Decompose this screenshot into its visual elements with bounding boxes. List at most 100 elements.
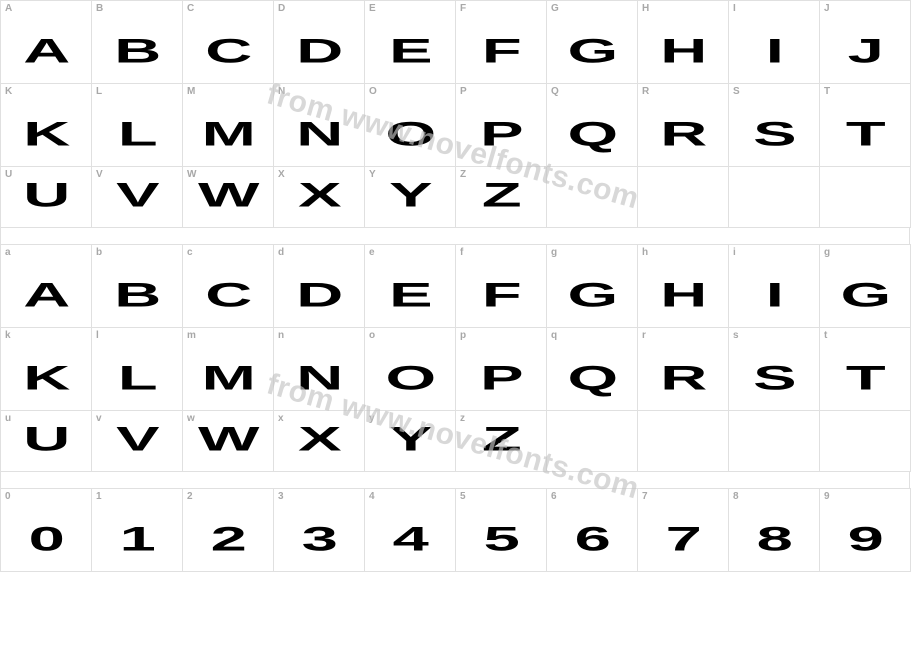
glyph: P (480, 114, 522, 153)
key-label: o (369, 330, 375, 341)
glyph: L (118, 358, 156, 397)
glyph: J (848, 31, 883, 70)
charmap-section-uppercase: AABBCCDDEEFFGGHHIIJJKKLLMMNNOOPPQQRRSSTT… (0, 0, 911, 228)
glyph: N (296, 358, 341, 397)
key-label: P (460, 86, 467, 97)
glyph-cell-q: qQ (547, 328, 638, 411)
key-label: 7 (642, 491, 648, 502)
glyph: I (766, 31, 783, 70)
glyph: 1 (120, 519, 155, 558)
glyph: O (385, 114, 434, 153)
glyph: R (660, 114, 705, 153)
glyph-cell-N: NN (274, 84, 365, 167)
glyph-cell-U: UU (1, 167, 92, 228)
charmap-section-lowercase: aAbBcCdDeEfFgGhHiIgGkKlLmMnNoOpPqQrRsStT… (0, 244, 911, 472)
empty-cell (729, 411, 820, 472)
glyph: K (23, 114, 68, 153)
section-gap (0, 228, 910, 244)
glyph: Y (389, 175, 431, 214)
key-label: H (642, 3, 649, 14)
key-label: 9 (824, 491, 830, 502)
key-label: g (824, 247, 830, 258)
glyph-cell-R: RR (638, 84, 729, 167)
key-label: e (369, 247, 375, 258)
glyph-cell-h: hH (638, 245, 729, 328)
key-label: f (460, 247, 463, 258)
glyph-cell-s: sS (729, 328, 820, 411)
key-label: 0 (5, 491, 11, 502)
glyph: Q (567, 114, 616, 153)
glyph: B (114, 275, 159, 314)
glyph-cell-m: mM (183, 328, 274, 411)
key-label: J (824, 3, 830, 14)
glyph-cell-u: uU (1, 411, 92, 472)
glyph: H (660, 275, 705, 314)
key-label: X (278, 169, 285, 180)
glyph: U (23, 419, 68, 458)
key-label: p (460, 330, 466, 341)
key-label: l (96, 330, 99, 341)
key-label: D (278, 3, 285, 14)
key-label: 4 (369, 491, 375, 502)
glyph-cell-V: VV (92, 167, 183, 228)
glyph-cell-K: KK (1, 84, 92, 167)
glyph: S (753, 358, 795, 397)
key-label: z (460, 413, 465, 424)
key-label: O (369, 86, 377, 97)
key-label: V (96, 169, 103, 180)
glyph-cell-P: PP (456, 84, 547, 167)
key-label: d (278, 247, 284, 258)
empty-cell (820, 167, 911, 228)
empty-cell (638, 411, 729, 472)
glyph-cell-M: MM (183, 84, 274, 167)
glyph-cell-Y: YY (365, 167, 456, 228)
glyph: X (298, 175, 340, 214)
glyph: 2 (211, 519, 246, 558)
key-label: r (642, 330, 646, 341)
key-label: A (5, 3, 12, 14)
key-label: B (96, 3, 103, 14)
glyph: H (660, 31, 705, 70)
glyph: 9 (848, 519, 883, 558)
glyph-cell-2: 22 (183, 489, 274, 572)
glyph-cell-k: kK (1, 328, 92, 411)
glyph-cell-C: CC (183, 1, 274, 84)
glyph-cell-a: aA (1, 245, 92, 328)
glyph-cell-S: SS (729, 84, 820, 167)
glyph: T (846, 358, 884, 397)
glyph-cell-x: xX (274, 411, 365, 472)
glyph-cell-O: OO (365, 84, 456, 167)
empty-cell (547, 167, 638, 228)
key-label: I (733, 3, 736, 14)
glyph-cell-o: oO (365, 328, 456, 411)
glyph: T (846, 114, 884, 153)
glyph: A (23, 31, 68, 70)
glyph-cell-t: tT (820, 328, 911, 411)
key-label: S (733, 86, 740, 97)
glyph: S (753, 114, 795, 153)
glyph: B (114, 31, 159, 70)
charmap-section-digits: 00112233445566778899 (0, 488, 911, 572)
glyph: Y (389, 419, 431, 458)
key-label: v (96, 413, 102, 424)
glyph-cell-B: BB (92, 1, 183, 84)
key-label: 2 (187, 491, 193, 502)
glyph-cell-Z: ZZ (456, 167, 547, 228)
glyph: C (205, 275, 250, 314)
glyph: C (205, 31, 250, 70)
key-label: w (187, 413, 195, 424)
glyph-cell-f: fF (456, 245, 547, 328)
glyph-cell-g: gG (547, 245, 638, 328)
key-label: N (278, 86, 285, 97)
key-label: g (551, 247, 557, 258)
glyph: G (840, 275, 889, 314)
glyph-cell-7: 77 (638, 489, 729, 572)
glyph-cell-H: HH (638, 1, 729, 84)
glyph: E (389, 275, 431, 314)
glyph-cell-1: 11 (92, 489, 183, 572)
key-label: U (5, 169, 12, 180)
key-label: C (187, 3, 194, 14)
glyph: P (480, 358, 522, 397)
key-label: q (551, 330, 557, 341)
glyph: W (198, 419, 258, 458)
